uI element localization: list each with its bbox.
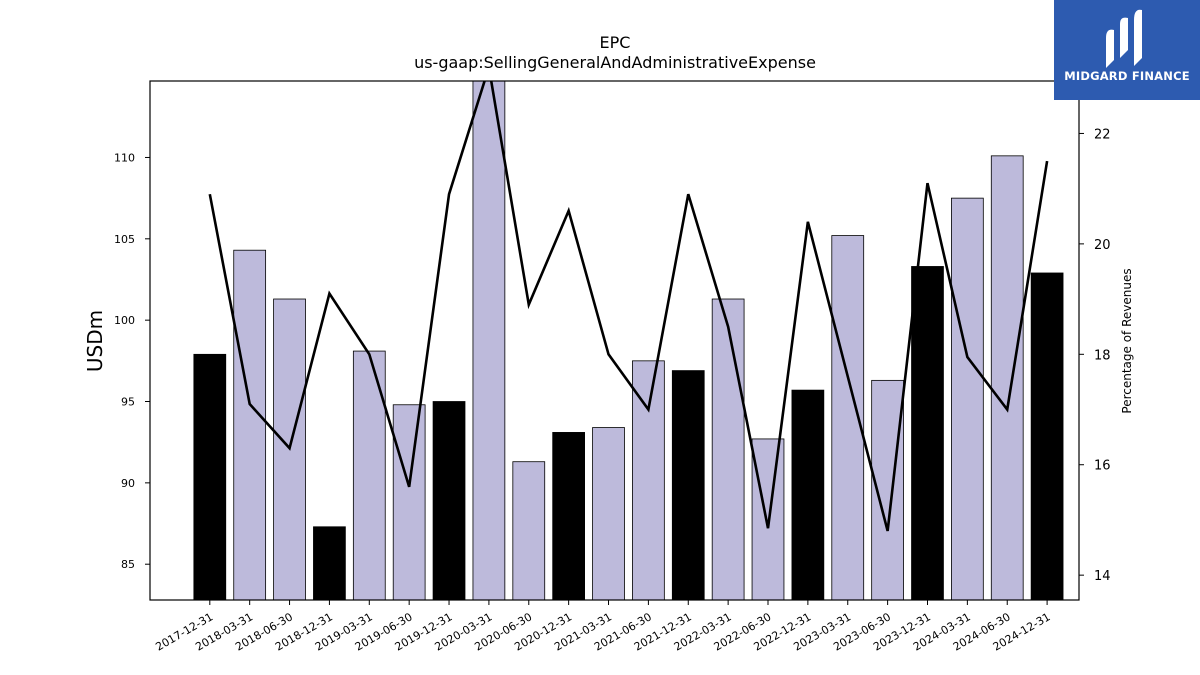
bar-2024-06-30 [990,155,1024,601]
line-layer [208,81,1049,532]
bar-2020-03-31 [472,80,506,601]
y-tick-label: 85 [121,558,135,571]
brand-logo: MIDGARD FINANCE [1054,0,1200,100]
logo-text: MIDGARD FINANCE [1064,69,1190,83]
bar-2020-06-30 [512,461,546,601]
bar-2022-12-31 [791,389,825,601]
bar-2020-12-31 [552,432,585,601]
bar-2019-12-31 [432,401,466,601]
bar-2022-03-31 [711,298,745,601]
y2-tick-label: 16 [1094,459,1111,474]
bar-2021-03-31 [592,427,625,601]
y2-tick-label: 20 [1094,238,1111,253]
y2-tick-label: 14 [1094,569,1111,584]
percentage-line [208,81,1049,532]
logo-mark-icon [1106,9,1142,68]
bar-2017-12-31 [193,353,227,601]
y-tick-label: 100 [114,314,135,327]
bar-2024-03-31 [951,197,984,601]
y-tick-label: 90 [121,477,135,490]
y2-tick-label: 22 [1094,127,1111,142]
y-tick-label: 105 [114,233,135,246]
y2-axis-label: Percentage of Revenues [1120,268,1134,413]
bar-2021-06-30 [632,360,665,601]
bar-2019-06-30 [392,404,426,601]
chart-title: EPC [600,33,631,52]
y2-tick-label: 18 [1094,348,1111,363]
y-tick-label: 110 [114,151,135,164]
chart-subtitle: us-gaap:SellingGeneralAndAdministrativeE… [414,53,816,72]
bar-2023-12-31 [911,266,944,601]
plot-frame [149,80,1080,601]
y-tick-label: 95 [121,396,135,409]
bar-2018-12-31 [313,526,346,601]
bar-2021-12-31 [671,370,705,601]
bars-layer [193,80,1064,601]
bar-2024-12-31 [1030,272,1064,601]
bar-2018-03-31 [233,249,267,601]
y-axis-label: USDm [83,310,107,372]
